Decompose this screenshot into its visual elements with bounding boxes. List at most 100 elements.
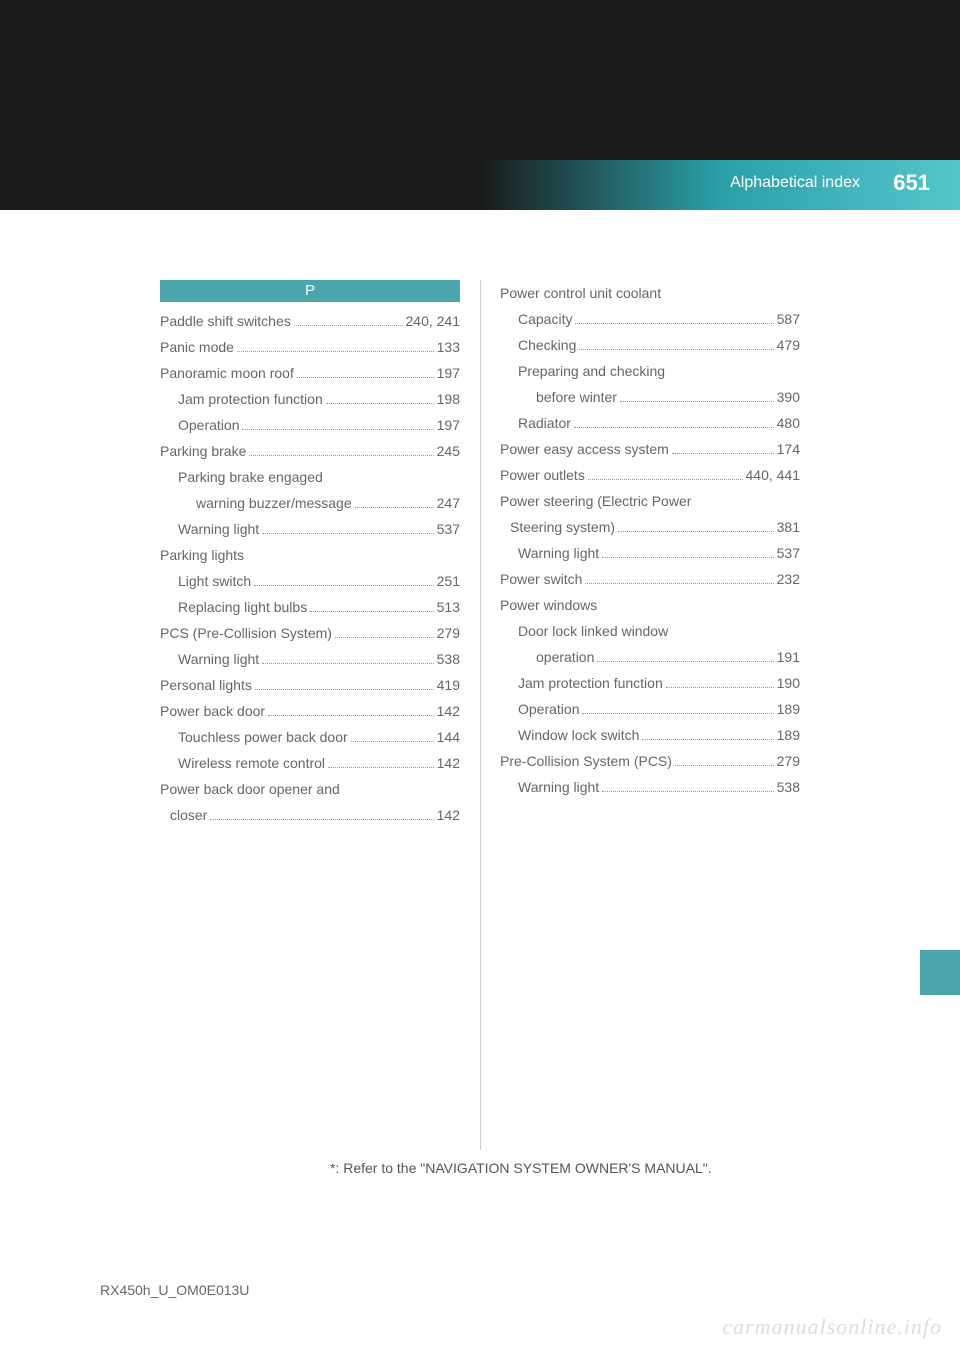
footnote: *: Refer to the "NAVIGATION SYSTEM OWNER… xyxy=(330,1160,712,1176)
leader-dots xyxy=(254,585,433,586)
index-entry: Jam protection function190 xyxy=(500,670,800,696)
manual-page: Alphabetical index 651 P Paddle shift sw… xyxy=(0,0,960,1358)
leader-dots xyxy=(335,637,434,638)
index-entry: Door lock linked window xyxy=(500,618,800,644)
index-entry: Checking 479 xyxy=(500,332,800,358)
index-entry-page: 381 xyxy=(777,514,800,540)
leader-dots xyxy=(675,765,774,766)
index-entry-label: Door lock linked window xyxy=(518,618,668,644)
index-entry-label: Steering system) xyxy=(510,514,615,540)
index-entry: Jam protection function198 xyxy=(160,386,460,412)
index-entry: Wireless remote control 142 xyxy=(160,750,460,776)
index-entry: before winter 390 xyxy=(500,384,800,410)
index-entry-label: Light switch xyxy=(178,568,251,594)
index-entry-page: 245 xyxy=(437,438,460,464)
leader-dots xyxy=(588,479,743,480)
index-entry-label: Operation xyxy=(178,412,239,438)
leader-dots xyxy=(582,713,773,714)
leader-dots xyxy=(210,819,433,820)
leader-dots xyxy=(355,507,434,508)
index-entry-label: Parking brake xyxy=(160,438,246,464)
index-entry-page: 279 xyxy=(777,748,800,774)
index-entry: Warning light538 xyxy=(160,646,460,672)
leader-dots xyxy=(242,429,433,430)
index-entry: Parking lights xyxy=(160,542,460,568)
index-entry-page: 189 xyxy=(777,722,800,748)
index-entry-page: 390 xyxy=(777,384,800,410)
index-entry: Power back door142 xyxy=(160,698,460,724)
index-entry: Warning light537 xyxy=(160,516,460,542)
index-entry-label: before winter xyxy=(536,384,617,410)
leader-dots xyxy=(326,403,434,404)
index-entry-page: 133 xyxy=(437,334,460,360)
index-entry: Power steering (Electric Power xyxy=(500,488,800,514)
header-page-number: 651 xyxy=(893,170,930,196)
index-entry: Radiator480 xyxy=(500,410,800,436)
index-entry: PCS (Pre-Collision System)279 xyxy=(160,620,460,646)
leader-dots xyxy=(297,377,434,378)
leader-dots xyxy=(602,791,773,792)
index-entry: Warning light 538 xyxy=(500,774,800,800)
index-entry: Paddle shift switches240, 241 xyxy=(160,308,460,334)
index-entry: Replacing light bulbs513 xyxy=(160,594,460,620)
index-entry-label: Parking lights xyxy=(160,542,244,568)
index-entry-page: 198 xyxy=(437,386,460,412)
index-entry-page: 191 xyxy=(777,644,800,670)
index-entry-page: 538 xyxy=(777,774,800,800)
index-entry-label: Capacity xyxy=(518,306,572,332)
top-dark-band xyxy=(0,0,960,160)
index-entry-page: 197 xyxy=(437,360,460,386)
footer-code: RX450h_U_OM0E013U xyxy=(100,1282,249,1298)
index-entry-label: Power steering (Electric Power xyxy=(500,488,691,514)
index-entry-label: Wireless remote control xyxy=(178,750,325,776)
index-entry-page: 538 xyxy=(437,646,460,672)
index-entry: Power easy access system174 xyxy=(500,436,800,462)
index-entry-page: 537 xyxy=(777,540,800,566)
index-entry-page: 232 xyxy=(777,566,800,592)
index-entry: warning buzzer/message247 xyxy=(160,490,460,516)
index-entry: Power back door opener and xyxy=(160,776,460,802)
index-entry-page: 189 xyxy=(777,696,800,722)
index-entry-label: Power easy access system xyxy=(500,436,669,462)
index-entry-label: Power outlets xyxy=(500,462,585,488)
index-entry-label: warning buzzer/message xyxy=(196,490,352,516)
index-entry-label: Window lock switch xyxy=(518,722,639,748)
index-entry-label: Touchless power back door xyxy=(178,724,348,750)
index-entry: Window lock switch 189 xyxy=(500,722,800,748)
index-entry-label: Checking xyxy=(518,332,576,358)
index-entry: Operation 197 xyxy=(160,412,460,438)
index-entry: Touchless power back door144 xyxy=(160,724,460,750)
index-entry: Power control unit coolant xyxy=(500,280,800,306)
leader-dots xyxy=(237,351,434,352)
index-entry: closer142 xyxy=(160,802,460,828)
index-entry: Panic mode133 xyxy=(160,334,460,360)
watermark: carmanualsonline.info xyxy=(722,1314,942,1340)
index-entry: Warning light537 xyxy=(500,540,800,566)
index-entry-label: Warning light xyxy=(178,516,259,542)
index-entry-page: 479 xyxy=(777,332,800,358)
leader-dots xyxy=(666,687,774,688)
leader-dots xyxy=(249,455,433,456)
index-entry-label: closer xyxy=(170,802,207,828)
index-entry-page: 587 xyxy=(777,306,800,332)
index-entry: operation191 xyxy=(500,644,800,670)
index-entry-page: 190 xyxy=(777,670,800,696)
right-column: Power control unit coolantCapacity587Che… xyxy=(500,280,800,828)
index-entry-page: 440, 441 xyxy=(746,462,801,488)
section-letter-header: P xyxy=(160,280,460,302)
index-entry-label: Warning light xyxy=(518,774,599,800)
index-entry-label: Power windows xyxy=(500,592,597,618)
index-entry: Parking brake engaged xyxy=(160,464,460,490)
index-entry-page: 480 xyxy=(777,410,800,436)
index-entry: Operation189 xyxy=(500,696,800,722)
index-entry-page: 142 xyxy=(437,750,460,776)
index-content: P Paddle shift switches240, 241Panic mod… xyxy=(160,280,800,828)
leader-dots xyxy=(575,323,773,324)
index-entry-page: 251 xyxy=(437,568,460,594)
header-section-title: Alphabetical index xyxy=(730,174,860,192)
index-entry-page: 197 xyxy=(437,412,460,438)
index-entry: Light switch 251 xyxy=(160,568,460,594)
leader-dots xyxy=(310,611,433,612)
leader-dots xyxy=(268,715,434,716)
index-entry: Power windows xyxy=(500,592,800,618)
